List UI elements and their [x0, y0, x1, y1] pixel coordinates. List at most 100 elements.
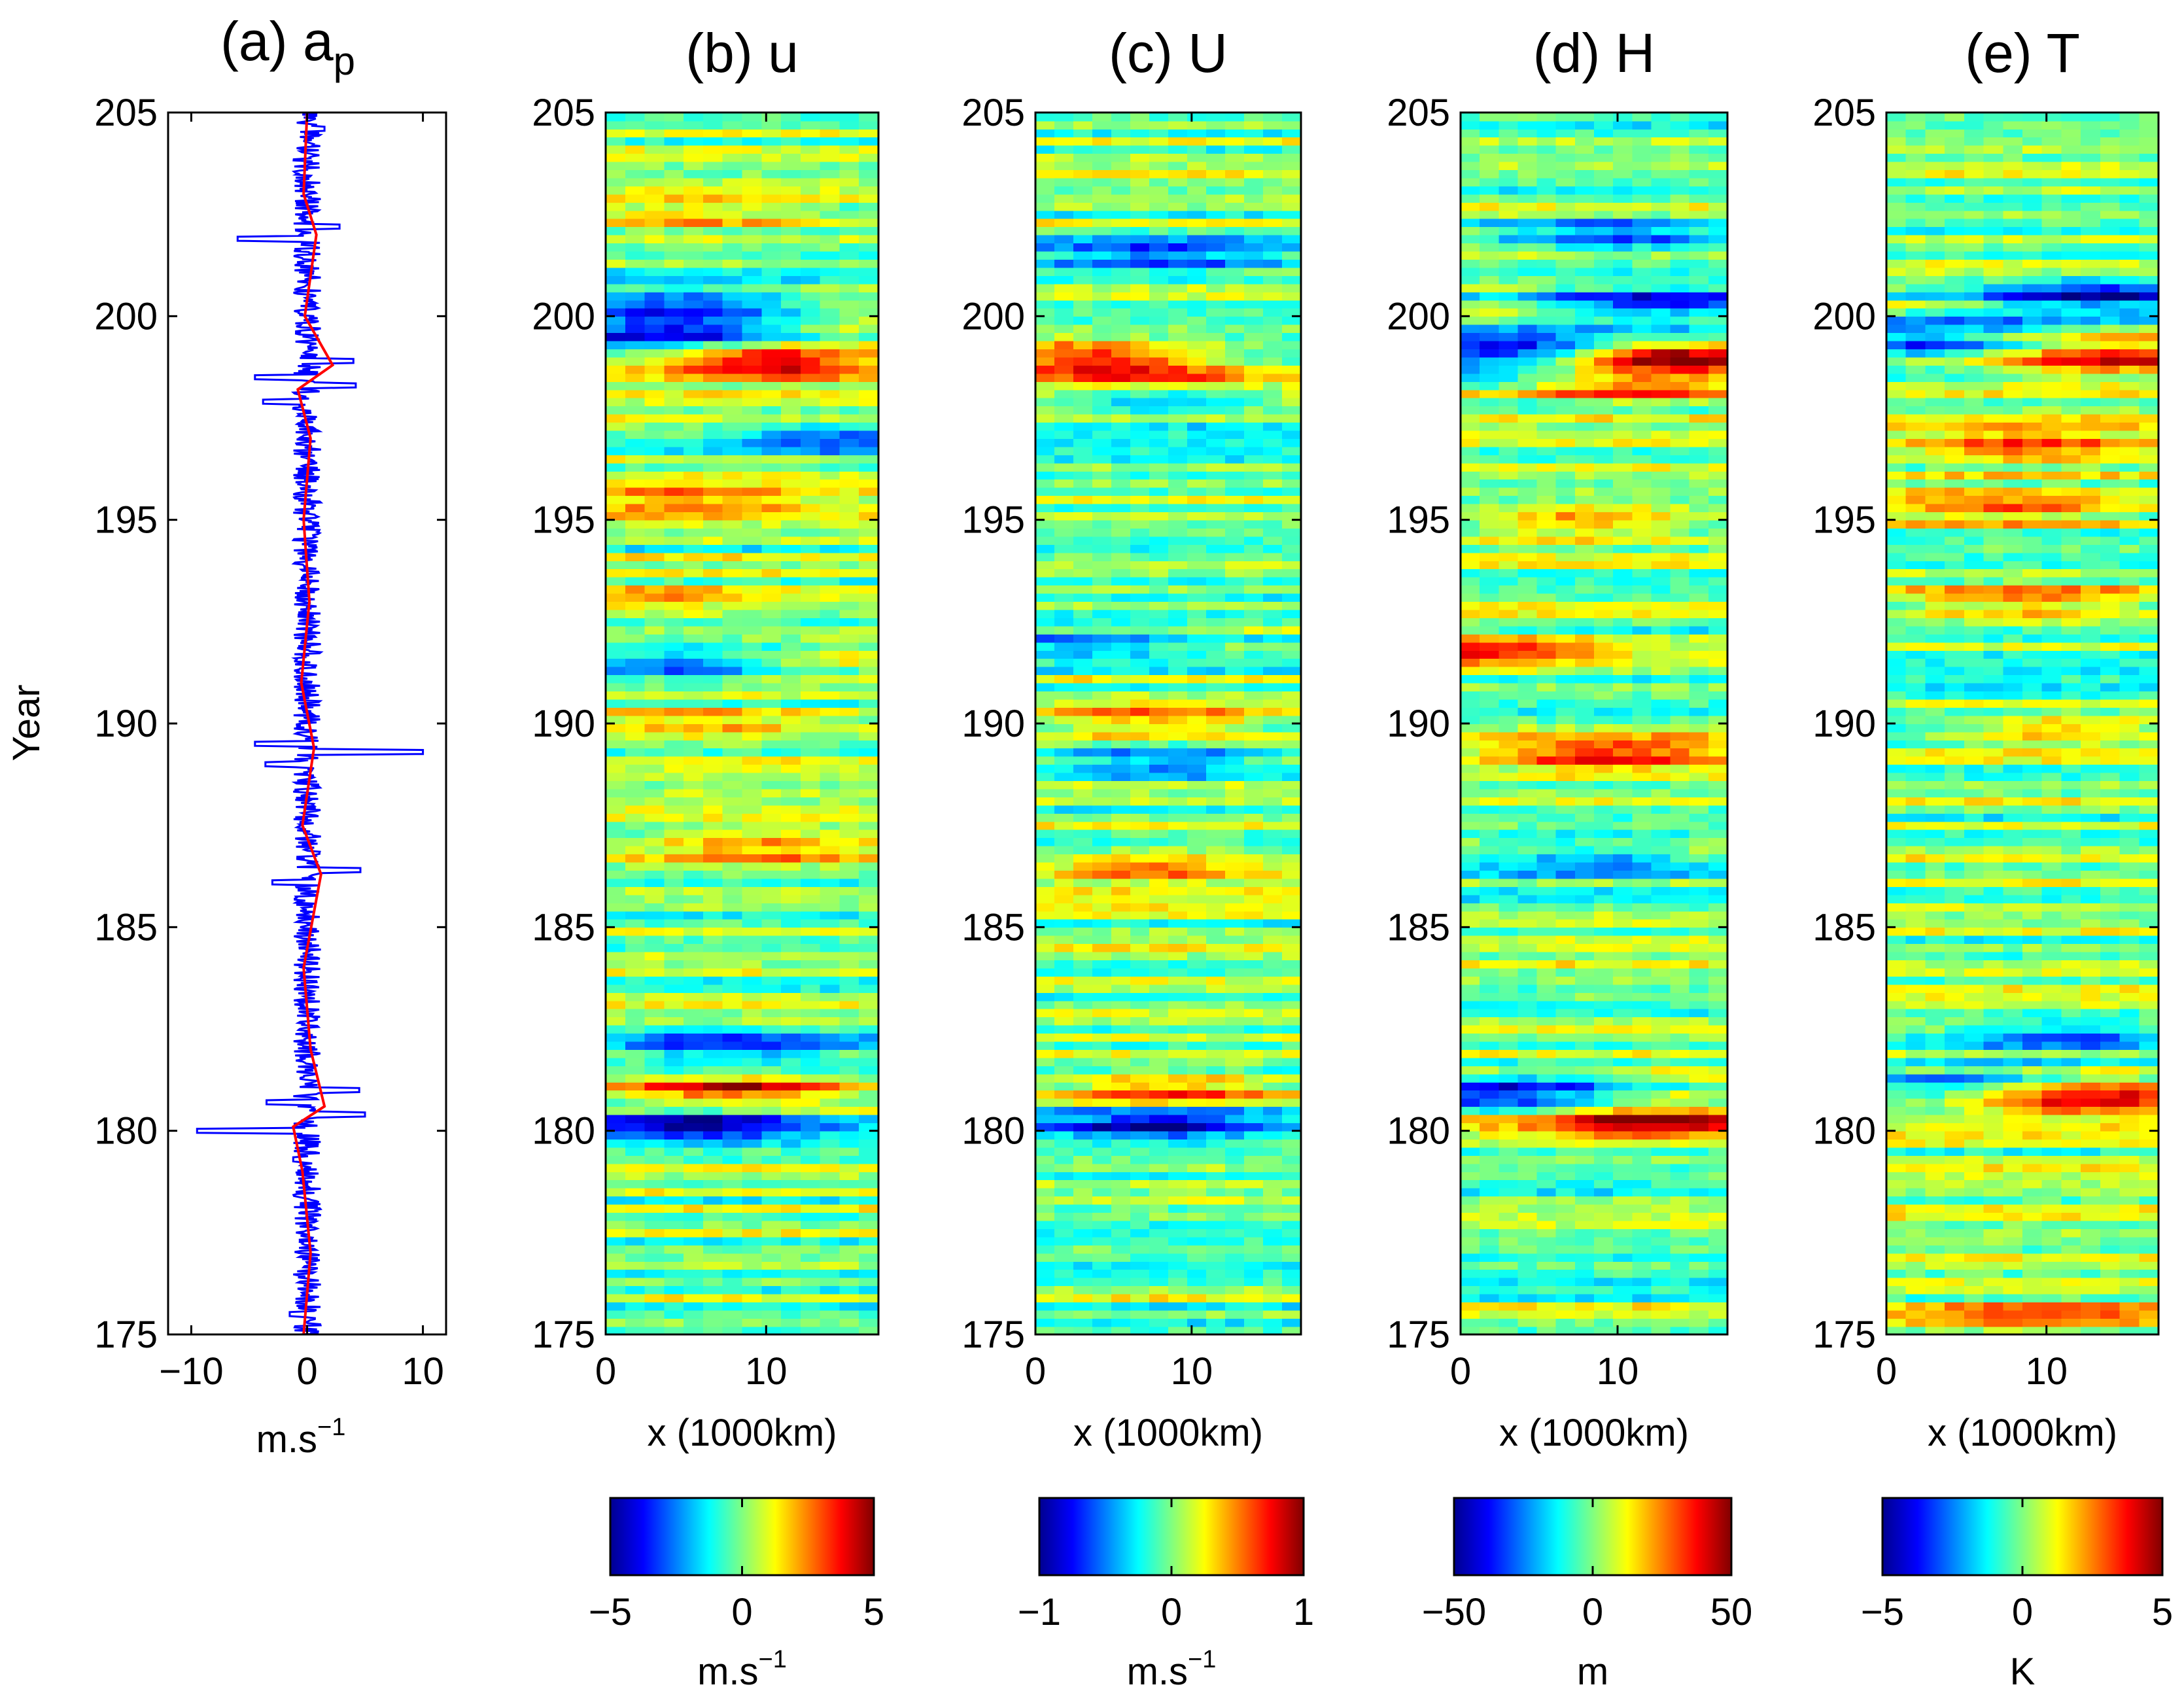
panel-c-cell — [1206, 1293, 1226, 1302]
panel-b-cell — [664, 267, 684, 276]
panel-b-cell — [859, 251, 879, 260]
panel-b-cell — [820, 324, 841, 334]
panel-c-cell — [1092, 870, 1112, 879]
panel-b-cell — [664, 870, 684, 879]
panel-c-cell — [1168, 1130, 1188, 1140]
panel-b-cell — [664, 243, 684, 252]
panel-b-cell — [684, 161, 704, 170]
panel-d-cell — [1708, 1066, 1728, 1075]
panel-b-cell — [702, 1253, 723, 1262]
panel-c-cell — [1073, 560, 1093, 570]
panel-c-cell — [1225, 373, 1245, 382]
panel-b-colorbar-tick-label: 5 — [863, 1591, 884, 1633]
panel-d-cell — [1670, 1090, 1690, 1099]
panel-c-cell — [1206, 1253, 1226, 1262]
panel-b-cell — [664, 1228, 684, 1238]
panel-b-cell — [606, 169, 626, 179]
panel-b-cell — [820, 1049, 841, 1058]
panel-c-cell — [1092, 1073, 1112, 1083]
panel-d-cell — [1708, 1302, 1728, 1311]
panel-c-cell — [1149, 324, 1169, 334]
panel-b-cell — [702, 609, 723, 618]
panel-c-cell — [1130, 1008, 1150, 1018]
panel-c-cell — [1225, 829, 1245, 839]
panel-d-cell — [1555, 1033, 1576, 1042]
panel-b-cell — [702, 878, 723, 887]
panel-c-cell — [1206, 1187, 1226, 1197]
panel-c-cell — [1035, 927, 1055, 936]
panel-c-cell — [1225, 674, 1245, 684]
panel-c-cell — [1130, 894, 1150, 903]
panel-c-cell — [1073, 1310, 1093, 1319]
panel-b-cell — [644, 519, 665, 529]
panel-c-cell — [1111, 1139, 1131, 1148]
panel-b-cell — [664, 797, 684, 806]
panel-b-cell — [644, 862, 665, 871]
panel-d-cell — [1555, 1245, 1576, 1254]
panel-c-cell — [1244, 300, 1264, 309]
panel-b-cell — [722, 992, 743, 1001]
panel-c-cell — [1168, 422, 1188, 431]
panel-c-cell — [1282, 194, 1302, 203]
panel-d-cell — [1670, 1017, 1690, 1026]
panel-c-cell — [1130, 845, 1150, 855]
panel-b-cell — [684, 593, 704, 602]
panel-b-cell — [839, 1228, 859, 1238]
panel-c-cell — [1244, 340, 1264, 349]
panel-b-cell — [664, 1139, 684, 1148]
panel-c-cell — [1263, 292, 1283, 301]
panel-c-cell — [1168, 519, 1188, 529]
panel-b-cell — [664, 113, 684, 122]
panel-d-cell — [1594, 1245, 1614, 1254]
panel-b-cell — [664, 340, 684, 349]
panel-c-cell — [1263, 202, 1283, 211]
panel-b-cell — [606, 829, 626, 839]
panel-c-cell — [1130, 438, 1150, 447]
panel-c-x-label: x (1000km) — [1073, 1412, 1263, 1454]
panel-b-cell — [702, 552, 723, 561]
panel-b-cell — [742, 576, 763, 586]
panel-c-cell — [1092, 1212, 1112, 1221]
panel-b-cell — [800, 927, 821, 936]
panel-b-cell — [684, 552, 704, 561]
panel-b-cell — [644, 560, 665, 570]
panel-c-cell — [1149, 601, 1169, 610]
panel-d-cell — [1689, 951, 1709, 960]
panel-b-cell — [839, 503, 859, 513]
panel-c-cell — [1035, 1041, 1055, 1050]
panel-c-cell — [1225, 495, 1245, 504]
panel-b-cell — [839, 137, 859, 146]
panel-d-cell — [1670, 1302, 1690, 1311]
panel-d-cell — [1574, 1114, 1595, 1124]
panel-b-cell — [644, 1155, 665, 1164]
panel-b-cell — [742, 381, 763, 391]
panel-c-cell — [1035, 1245, 1055, 1254]
panel-c-cell — [1149, 552, 1169, 561]
panel-c-cell — [1282, 585, 1302, 594]
panel-b-cell — [742, 903, 763, 912]
panel-c-cell — [1225, 234, 1245, 244]
panel-d-cell — [1574, 1049, 1595, 1058]
panel-b-cell — [606, 1220, 626, 1229]
panel-b-cell — [625, 544, 646, 553]
panel-c-cell — [1225, 780, 1245, 790]
panel-b-cell — [859, 854, 879, 863]
panel-b-cell — [820, 943, 841, 952]
panel-c-cell — [1168, 642, 1188, 651]
panel-c-cell — [1130, 699, 1150, 708]
panel-d-cell — [1517, 1204, 1538, 1213]
panel-c-cell — [1187, 226, 1207, 235]
panel-c-cell — [1263, 519, 1283, 529]
panel-b-cell — [800, 422, 821, 431]
panel-b-cell — [800, 1041, 821, 1050]
panel-b-cell — [664, 707, 684, 716]
panel-c-cell — [1035, 951, 1055, 960]
panel-b-cell — [606, 992, 626, 1001]
panel-b-cell — [606, 1277, 626, 1287]
panel-c-cell — [1130, 756, 1150, 765]
panel-b-cell — [839, 389, 859, 398]
panel-b-cell — [781, 487, 801, 496]
panel-c-cell — [1092, 609, 1112, 618]
panel-d-cell — [1517, 1302, 1538, 1311]
panel-b-cell — [644, 1057, 665, 1066]
